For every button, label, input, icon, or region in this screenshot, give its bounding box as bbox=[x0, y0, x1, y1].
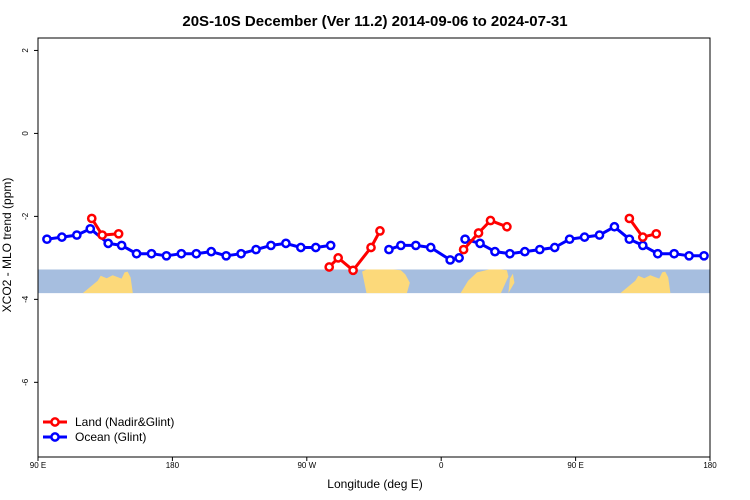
x-tick-label: 180 bbox=[703, 461, 717, 470]
ocean-data-point bbox=[85, 223, 96, 234]
land-series-line bbox=[462, 219, 508, 251]
ocean-data-point bbox=[490, 246, 500, 257]
ocean-data-point bbox=[549, 242, 560, 253]
land-data-point bbox=[333, 253, 344, 263]
land-data-point bbox=[375, 226, 385, 236]
y-tick-label: 0 bbox=[21, 131, 30, 136]
series-layer bbox=[42, 213, 709, 276]
ocean-data-point bbox=[131, 248, 142, 259]
land-data-point bbox=[97, 230, 108, 240]
legend-marker-ocean bbox=[50, 432, 60, 442]
ocean-data-point bbox=[384, 244, 394, 255]
ocean-data-point bbox=[295, 242, 306, 253]
ocean-data-point bbox=[609, 221, 620, 232]
x-tick-label: 0 bbox=[439, 461, 444, 470]
land-mass-africa bbox=[460, 269, 509, 294]
ocean-data-point bbox=[534, 244, 545, 255]
land-data-point bbox=[473, 228, 484, 238]
x-axis: 90 E 180 90 W 0 90 E 180 bbox=[30, 457, 717, 470]
x-tick-label: 90 E bbox=[30, 461, 46, 470]
ocean-data-point bbox=[281, 238, 291, 249]
ocean-data-point bbox=[637, 240, 648, 251]
ocean-data-point bbox=[251, 244, 261, 255]
land-band bbox=[38, 269, 710, 294]
x-tick-label: 90 W bbox=[297, 461, 316, 470]
ocean-data-point bbox=[505, 248, 515, 259]
ocean-data-point bbox=[71, 230, 82, 240]
ocean-data-point bbox=[103, 238, 114, 249]
y-tick-label: -2 bbox=[21, 212, 30, 220]
ocean-data-point bbox=[161, 250, 172, 261]
ocean-data-point bbox=[425, 242, 436, 253]
ocean-data-point bbox=[564, 234, 575, 245]
ocean-data-point bbox=[594, 230, 605, 240]
y-tick-label: -4 bbox=[21, 295, 30, 303]
land-mass-south-america-west bbox=[362, 269, 410, 294]
ocean-data-point bbox=[579, 232, 590, 242]
land-data-point bbox=[651, 228, 662, 239]
x-tick-label: 180 bbox=[166, 461, 180, 470]
ocean-data-point bbox=[206, 246, 217, 257]
ocean-data-point bbox=[57, 232, 67, 242]
land-data-point bbox=[113, 228, 124, 239]
legend: Land (Nadir&Glint)Ocean (Glint) bbox=[43, 415, 174, 444]
ocean-data-point bbox=[475, 238, 485, 249]
land-data-point bbox=[366, 242, 376, 253]
chart-title: 20S-10S December (Ver 11.2) 2014-09-06 t… bbox=[182, 13, 567, 30]
y-axis-label: XCO2 - MLO trend (ppm) bbox=[0, 178, 14, 313]
ocean-data-point bbox=[191, 248, 202, 259]
x-axis-label: Longitude (deg E) bbox=[327, 477, 422, 491]
y-tick-label: 2 bbox=[21, 48, 30, 53]
ocean-data-point bbox=[699, 250, 709, 261]
ocean-data-point bbox=[236, 248, 246, 259]
ocean-data-point bbox=[410, 240, 421, 251]
ocean-data-point bbox=[445, 255, 456, 265]
y-tick-label: -6 bbox=[21, 378, 30, 386]
land-data-point bbox=[86, 213, 97, 224]
ocean-data-point bbox=[652, 248, 663, 259]
ocean-data-point bbox=[221, 250, 232, 261]
land-mass-madagascar bbox=[508, 273, 515, 294]
plot-frame bbox=[37, 37, 711, 458]
ocean-data-point bbox=[396, 240, 406, 251]
land-data-point bbox=[637, 232, 648, 242]
land-data-point bbox=[324, 262, 335, 272]
land-mass-australia-repeat bbox=[620, 271, 671, 294]
ocean-data-point bbox=[684, 250, 694, 261]
ocean-data-point bbox=[146, 248, 157, 259]
ocean-data-point bbox=[116, 240, 127, 251]
ocean-data-point bbox=[454, 253, 464, 263]
legend-label-ocean: Ocean (Glint) bbox=[75, 430, 146, 444]
land-data-point bbox=[485, 215, 496, 226]
ocean-data-point bbox=[669, 248, 680, 259]
legend-label-land: Land (Nadir&Glint) bbox=[75, 415, 174, 429]
ocean-data-point bbox=[325, 240, 336, 251]
ocean-data-point bbox=[42, 234, 52, 245]
ocean-data-point bbox=[266, 240, 276, 251]
land-data-point bbox=[348, 265, 358, 276]
land-data-point bbox=[458, 244, 469, 255]
land-data-point bbox=[502, 221, 512, 232]
ocean-data-point bbox=[460, 234, 470, 245]
x-tick-label: 90 E bbox=[567, 461, 583, 470]
land-mass-australia bbox=[82, 271, 133, 294]
ocean-data-point bbox=[176, 248, 187, 259]
ocean-data-point bbox=[310, 242, 321, 253]
ocean-data-point bbox=[624, 234, 635, 245]
land-data-point bbox=[624, 213, 635, 224]
legend-marker-land bbox=[50, 417, 60, 427]
y-axis: 2 0 -2 -4 -6 bbox=[21, 48, 38, 386]
ocean-data-point bbox=[519, 246, 530, 257]
